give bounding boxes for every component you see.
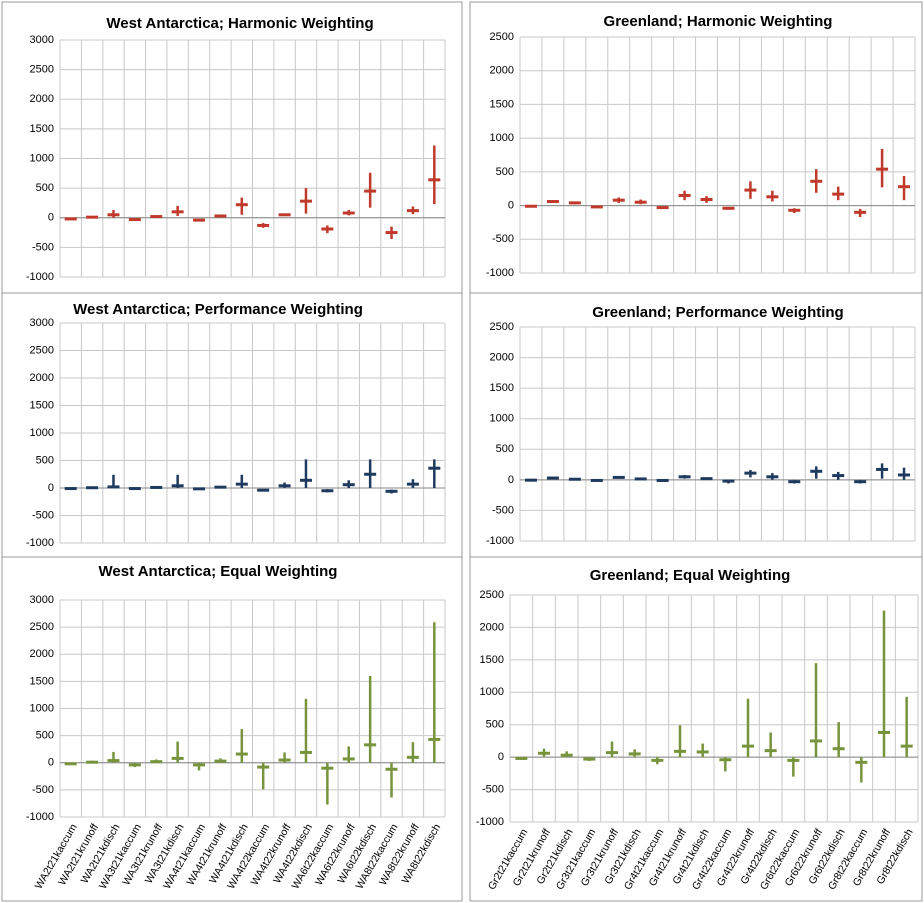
y-tick-label: 0	[508, 474, 514, 486]
y-tick-label: 1000	[490, 413, 514, 425]
chart-title: Greenland; Equal Weighting	[590, 567, 791, 584]
y-tick-label: 1000	[490, 132, 514, 144]
y-tick-label: 2000	[480, 621, 504, 633]
y-tick-label: 500	[496, 166, 514, 178]
chart-title: West Antarctica; Performance Weighting	[73, 301, 363, 318]
y-tick-label: -500	[32, 241, 54, 253]
y-tick-label: 2000	[490, 351, 514, 363]
y-tick-label: 1500	[30, 123, 54, 135]
y-tick-label: -500	[32, 784, 54, 796]
y-tick-label: -1000	[26, 537, 54, 549]
y-tick-label: 2000	[30, 372, 54, 384]
y-tick-label: -500	[32, 509, 54, 521]
y-tick-label: 1000	[30, 427, 54, 439]
y-tick-label: -500	[492, 233, 514, 245]
panel-frame	[1, 1, 463, 294]
y-tick-label: 1000	[480, 686, 504, 698]
y-tick-label: 2500	[30, 64, 54, 76]
y-tick-label: 0	[508, 199, 514, 211]
y-tick-label: 3000	[30, 594, 54, 606]
y-tick-label: 0	[48, 212, 54, 224]
y-tick-label: 2000	[30, 648, 54, 660]
y-tick-label: 2500	[30, 621, 54, 633]
y-tick-label: 2500	[490, 31, 514, 43]
chart-title: Greenland; Harmonic Weighting	[604, 13, 833, 30]
y-tick-label: 1500	[30, 399, 54, 411]
y-tick-label: 0	[48, 757, 54, 769]
panel-frame	[1, 292, 463, 558]
y-tick-label: 2500	[480, 589, 504, 601]
y-tick-label: 1000	[30, 152, 54, 164]
y-tick-label: 1500	[490, 98, 514, 110]
y-tick-label: -1000	[486, 267, 514, 279]
y-tick-label: 1500	[490, 382, 514, 394]
y-tick-label: -1000	[26, 811, 54, 823]
y-tick-label: 0	[498, 751, 504, 763]
y-tick-label: 500	[496, 443, 514, 455]
y-tick-label: -500	[482, 783, 504, 795]
y-tick-label: 1500	[480, 654, 504, 666]
y-tick-label: 500	[486, 719, 504, 731]
chart-title: West Antarctica; Harmonic Weighting	[106, 15, 373, 32]
panel-frame	[1, 556, 463, 902]
y-tick-label: 2500	[490, 321, 514, 333]
y-tick-label: 500	[36, 454, 54, 466]
chart-title: West Antarctica; Equal Weighting	[99, 563, 338, 580]
y-tick-label: 500	[36, 182, 54, 194]
y-tick-label: 1500	[30, 675, 54, 687]
chart-title: Greenland; Performance Weighting	[592, 304, 843, 321]
y-tick-label: -1000	[476, 816, 504, 828]
y-tick-label: 2000	[490, 65, 514, 77]
panel-frame	[469, 556, 923, 902]
y-tick-label: 3000	[30, 34, 54, 46]
y-tick-label: -1000	[26, 271, 54, 283]
y-tick-label: 1000	[30, 702, 54, 714]
y-tick-label: 0	[48, 482, 54, 494]
y-tick-label: 3000	[30, 317, 54, 329]
y-tick-label: 2500	[30, 344, 54, 356]
y-tick-label: 500	[36, 730, 54, 742]
y-tick-label: -1000	[486, 535, 514, 547]
y-tick-label: 2000	[30, 93, 54, 105]
y-tick-label: -500	[492, 504, 514, 516]
